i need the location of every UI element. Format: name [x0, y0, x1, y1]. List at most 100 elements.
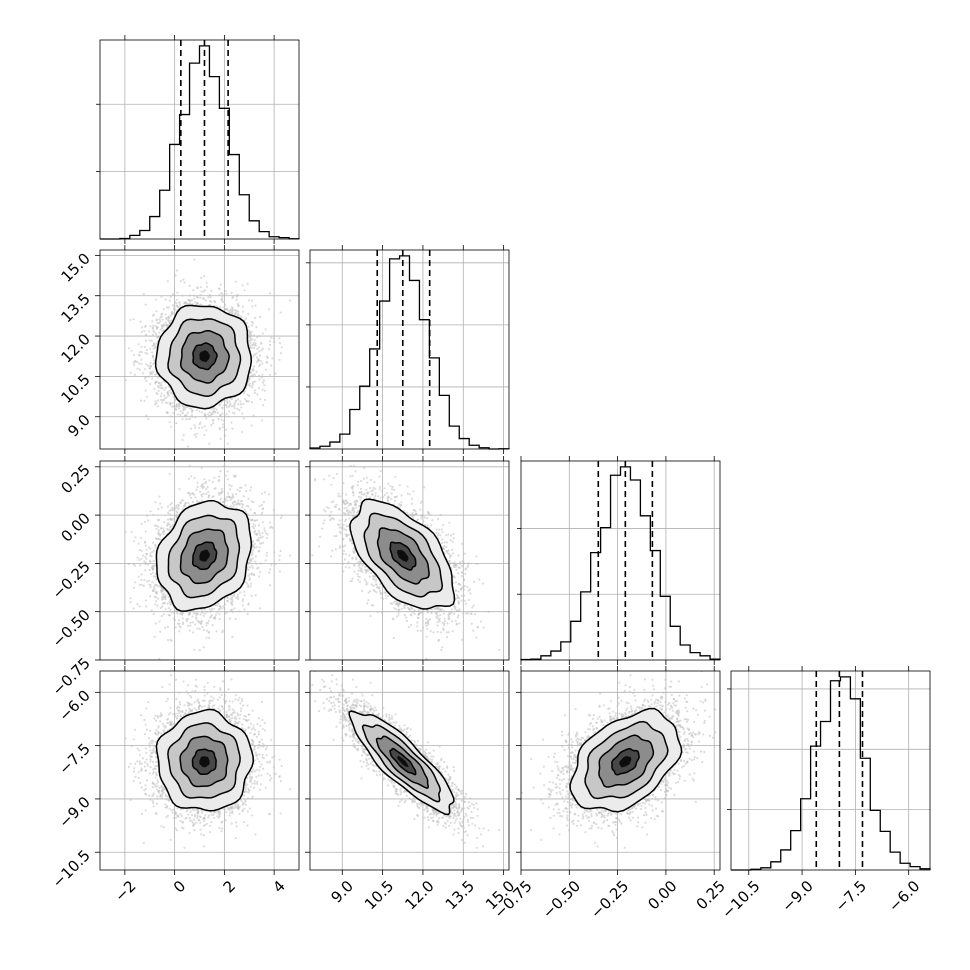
- sample-point: [205, 285, 209, 288]
- sample-point: [160, 387, 163, 390]
- sample-point: [269, 292, 272, 295]
- sample-point: [151, 320, 154, 323]
- sample-point: [179, 413, 182, 416]
- sample-point: [175, 422, 178, 425]
- sample-point: [260, 376, 263, 379]
- sample-point: [251, 338, 254, 341]
- sample-point: [188, 284, 191, 287]
- sample-point: [129, 371, 132, 374]
- sample-point: [138, 354, 141, 357]
- sample-point: [144, 303, 147, 306]
- sample-point: [213, 300, 216, 303]
- sample-point: [160, 295, 163, 298]
- sample-point: [268, 343, 272, 346]
- sample-point: [183, 281, 186, 284]
- sample-point: [251, 322, 254, 325]
- sample-point: [171, 401, 174, 405]
- sample-point: [179, 410, 182, 413]
- sample-point: [221, 295, 224, 298]
- sample-point: [170, 425, 173, 428]
- sample-point: [149, 365, 152, 368]
- sample-point: [181, 294, 184, 297]
- sample-point: [144, 339, 148, 342]
- sample-point: [253, 391, 256, 395]
- sample-point: [234, 280, 237, 283]
- sample-point: [196, 286, 199, 289]
- sample-point: [222, 419, 226, 423]
- sample-point: [193, 433, 196, 436]
- sample-point: [230, 306, 233, 309]
- sample-point: [133, 373, 136, 376]
- sample-point: [185, 418, 188, 421]
- sample-point: [155, 326, 159, 329]
- sample-point: [155, 402, 158, 405]
- sample-point: [179, 280, 182, 283]
- sample-point: [195, 432, 198, 435]
- sample-point: [148, 367, 151, 370]
- sample-point: [147, 418, 150, 421]
- sample-point: [160, 324, 163, 327]
- sample-point: [143, 368, 146, 371]
- sample-point: [176, 413, 179, 416]
- sample-point: [263, 389, 266, 392]
- sample-point: [253, 343, 256, 346]
- sample-point: [198, 410, 201, 413]
- sample-point: [259, 360, 262, 363]
- sample-point: [237, 398, 240, 401]
- grid: [100, 40, 299, 239]
- sample-point: [231, 308, 234, 311]
- sample-point: [144, 334, 147, 337]
- panel-frame: [520, 460, 721, 661]
- sample-point: [145, 363, 148, 366]
- sample-point: [226, 401, 229, 404]
- sample-point: [272, 337, 275, 340]
- panel-frame: [730, 670, 931, 871]
- sample-point: [159, 320, 162, 323]
- sample-point: [252, 414, 255, 417]
- sample-point: [160, 392, 163, 395]
- sample-point: [200, 290, 203, 293]
- sample-point: [251, 374, 254, 377]
- sample-point: [151, 372, 154, 375]
- sample-point: [259, 398, 262, 401]
- sample-point: [256, 347, 259, 350]
- sample-point: [258, 378, 261, 381]
- sample-point: [200, 411, 204, 414]
- sample-point: [173, 399, 177, 402]
- sample-point: [187, 418, 190, 421]
- sample-point: [250, 346, 253, 349]
- sample-point: [208, 414, 211, 417]
- sample-point: [171, 405, 174, 408]
- sample-point: [251, 386, 254, 389]
- sample-point: [220, 298, 223, 301]
- sample-point: [221, 426, 225, 429]
- sample-point: [152, 347, 155, 350]
- sample-point: [253, 389, 257, 392]
- sample-point: [152, 359, 156, 362]
- sample-point: [233, 407, 236, 410]
- sample-point: [140, 399, 143, 402]
- sample-point: [253, 365, 256, 368]
- sample-point: [264, 328, 267, 331]
- histogram-step: [100, 45, 300, 240]
- sample-point: [256, 393, 259, 396]
- sample-point: [176, 291, 179, 294]
- sample-point: [156, 336, 159, 339]
- sample-point: [164, 401, 167, 404]
- sample-point: [219, 437, 222, 440]
- sample-point: [162, 308, 165, 311]
- sample-point: [164, 321, 167, 324]
- sample-point: [159, 328, 162, 331]
- sample-point: [271, 357, 274, 360]
- sample-point: [237, 310, 240, 313]
- sample-point: [208, 442, 211, 445]
- sample-point: [203, 414, 206, 417]
- sample-point: [256, 359, 259, 362]
- sample-point: [233, 412, 236, 415]
- sample-point: [154, 324, 157, 328]
- sample-point: [237, 304, 240, 308]
- sample-point: [155, 318, 158, 321]
- sample-point: [144, 324, 147, 327]
- sample-point: [191, 415, 194, 418]
- sample-point: [195, 409, 199, 412]
